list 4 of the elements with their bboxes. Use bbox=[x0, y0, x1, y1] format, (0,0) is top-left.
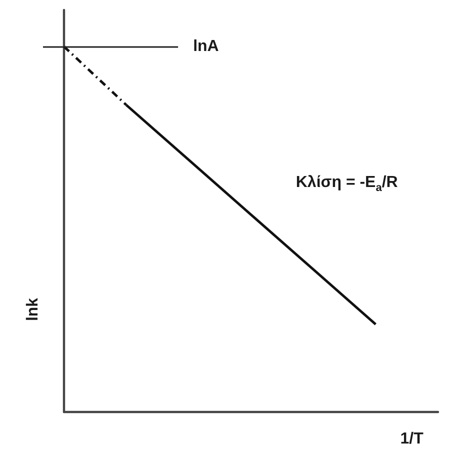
y-axis-title: lnk bbox=[24, 298, 42, 322]
ref-line-label: lnA bbox=[193, 38, 220, 56]
annotation: Κλίση = -E$_{a}$/R bbox=[296, 172, 398, 194]
x-axis-title: 1/T bbox=[400, 430, 424, 448]
